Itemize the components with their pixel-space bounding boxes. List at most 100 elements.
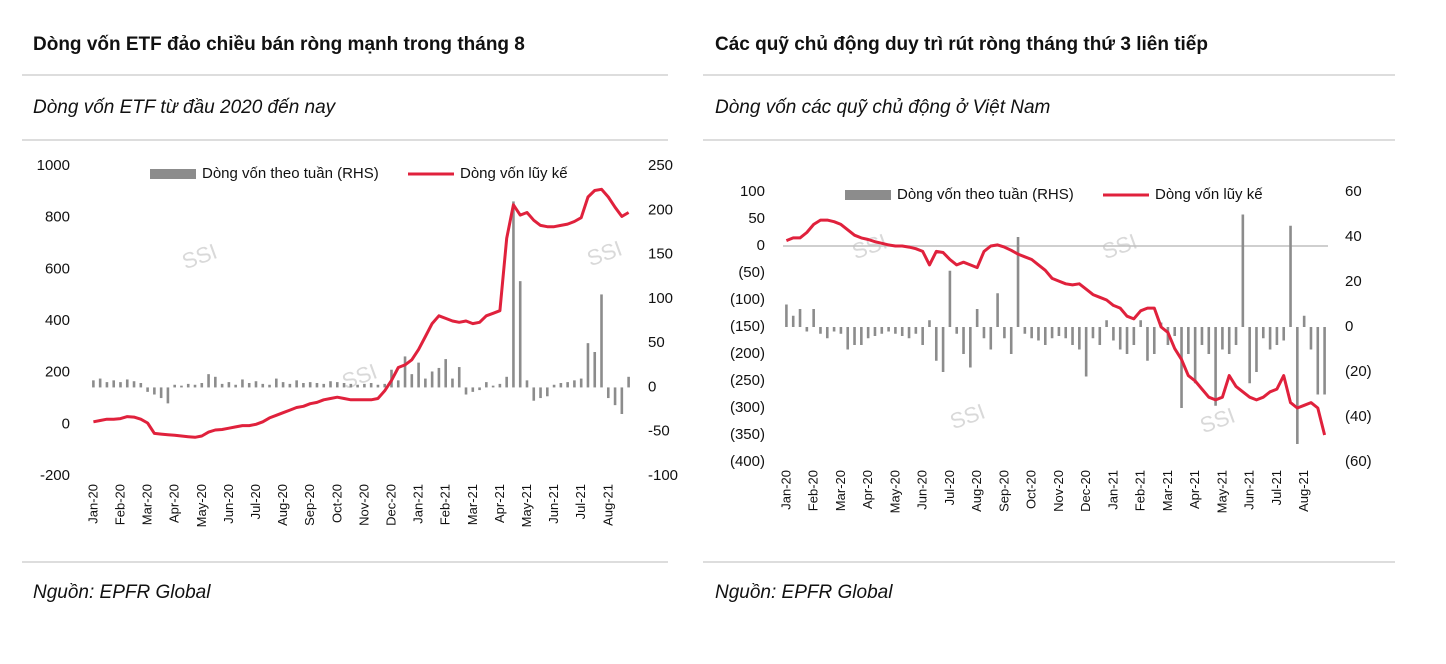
bar [546, 387, 549, 397]
bar [1043, 327, 1047, 345]
bar [125, 379, 129, 388]
tick-label: (20) [1345, 363, 1372, 380]
tick-label: 200 [648, 201, 673, 218]
bar [880, 327, 884, 334]
bar [275, 378, 278, 388]
bar [839, 327, 843, 334]
bar [1037, 327, 1040, 341]
x-tick-label: Oct-20 [1024, 470, 1039, 509]
bar [322, 383, 326, 388]
bar [1227, 327, 1231, 354]
bar [396, 380, 400, 388]
bar [579, 378, 583, 388]
x-tick-label: Sep-20 [302, 484, 317, 526]
bar [119, 382, 122, 388]
x-tick-label: Dec-20 [384, 484, 399, 526]
bar [457, 367, 461, 388]
legend-swatch [150, 169, 196, 179]
bar [498, 383, 502, 388]
bar [606, 387, 610, 399]
bar [921, 327, 924, 345]
tick-label: -200 [40, 467, 70, 484]
bar [1289, 225, 1292, 327]
tick-label: (300) [730, 399, 765, 416]
tick-label: 400 [45, 312, 70, 329]
bar [166, 387, 170, 404]
bar [518, 281, 522, 388]
x-tick-label: May-21 [1214, 470, 1229, 513]
bar [241, 379, 244, 388]
bar [1268, 327, 1272, 350]
bar [620, 387, 624, 414]
bar [356, 384, 359, 388]
bar [1180, 327, 1183, 408]
bar [288, 383, 292, 388]
bar [941, 327, 945, 372]
line [93, 187, 630, 439]
tick-label: 150 [648, 246, 673, 263]
x-tick-label: Jan-20 [85, 484, 100, 524]
heading: Các quỹ chủ động duy trì rút ròng tháng … [715, 34, 1208, 55]
bar [105, 382, 109, 388]
bar [785, 304, 788, 327]
bar [342, 383, 346, 388]
bar [478, 387, 481, 391]
tick-label: (40) [1345, 408, 1372, 425]
x-tick-label: Jan-20 [778, 470, 793, 510]
bar [1193, 327, 1197, 384]
bar [798, 309, 802, 327]
bar [860, 327, 863, 345]
bar [180, 385, 183, 388]
tick-label: 250 [648, 157, 673, 174]
bar [969, 327, 972, 368]
bar [600, 294, 603, 388]
heading: Dòng vốn ETF đảo chiều bán ròng mạnh tro… [33, 34, 525, 55]
x-tick-label: Jun-20 [221, 484, 236, 524]
bar [907, 327, 911, 339]
bar [112, 380, 116, 388]
bar [1105, 320, 1108, 327]
bar [247, 383, 251, 388]
x-tick-label: Apr-21 [1187, 470, 1202, 509]
tick-label: -100 [648, 467, 678, 484]
tick-label: 100 [740, 183, 765, 200]
bar [1030, 327, 1033, 339]
subtitle: Dòng vốn ETF từ đầu 2020 đến nay [33, 97, 337, 118]
bar [1221, 327, 1224, 350]
bar [1275, 327, 1279, 345]
bar [1098, 327, 1102, 345]
bar [295, 380, 298, 388]
bar [1112, 327, 1115, 341]
x-tick-label: Sep-20 [996, 470, 1011, 512]
bar [153, 387, 156, 395]
bar [1255, 327, 1258, 372]
x-tick-label: Dec-20 [1078, 470, 1093, 512]
bar [1309, 327, 1313, 350]
source: Nguồn: EPFR Global [715, 582, 893, 603]
x-tick-label: Jul-20 [248, 484, 263, 519]
bar [1071, 327, 1074, 345]
bar [586, 343, 590, 388]
x-tick-label: Aug-21 [1296, 470, 1311, 512]
x-tick-label: May-20 [194, 484, 209, 527]
x-tick-label: Jul-21 [573, 484, 588, 519]
bar [410, 374, 414, 388]
bar [227, 382, 231, 388]
x-tick-label: Feb-20 [806, 470, 821, 511]
watermark: SSI [946, 399, 988, 435]
bar [1214, 327, 1217, 406]
bar [866, 327, 870, 339]
bar [383, 383, 387, 388]
bar [846, 327, 850, 350]
bar [268, 384, 271, 388]
bar [1187, 327, 1190, 354]
bar [417, 362, 420, 388]
bar [552, 384, 556, 388]
bar [873, 327, 877, 336]
tick-label: (50) [738, 264, 765, 281]
x-tick-label: Aug-21 [600, 484, 615, 526]
bar [900, 327, 904, 336]
x-tick-label: Feb-21 [438, 484, 453, 525]
bar [1064, 327, 1068, 339]
